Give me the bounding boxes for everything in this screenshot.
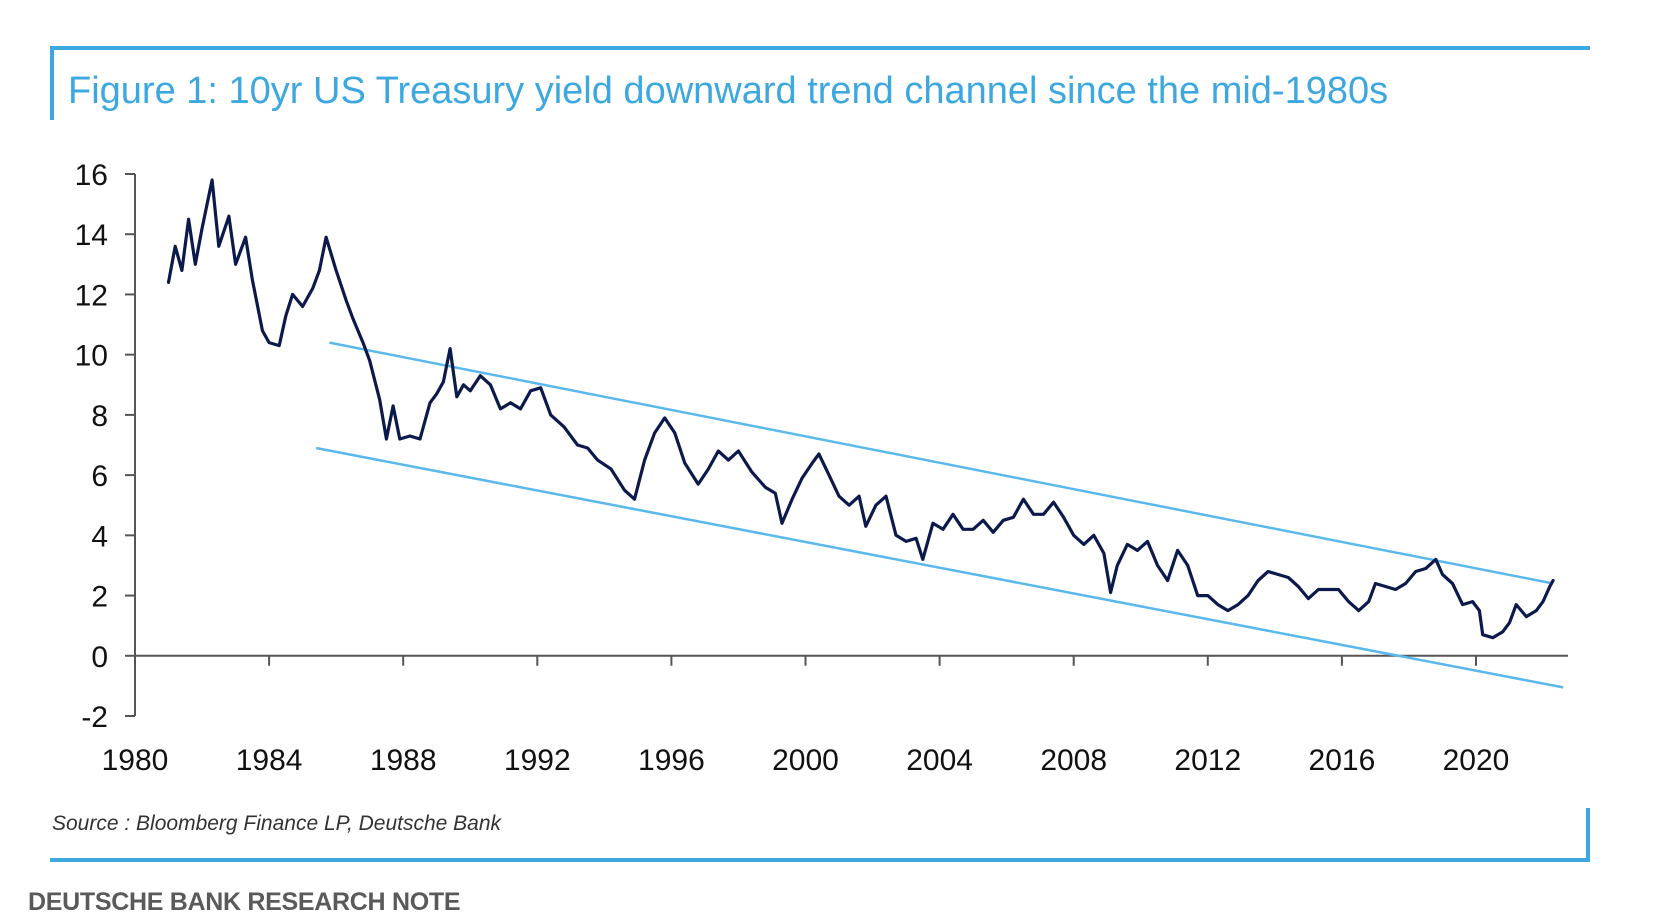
y-tick-label: 4 [91, 520, 108, 553]
y-tick-label: 2 [91, 581, 108, 614]
y-tick-label: 16 [75, 159, 108, 192]
channel-upper-line [329, 341, 1554, 585]
x-tick-label: 1996 [638, 744, 705, 777]
source-note: Source : Bloomberg Finance LP, Deutsche … [52, 812, 502, 835]
figure-frame-left [50, 46, 54, 120]
y-tick-label: 14 [75, 219, 108, 252]
y-tick-label: -2 [81, 701, 108, 734]
x-tick-label: 1980 [102, 744, 169, 777]
y-tick-label: 6 [91, 460, 108, 493]
y-tick-label: 8 [91, 400, 108, 433]
figure-title: Figure 1: 10yr US Treasury yield downwar… [68, 70, 1389, 112]
x-tick-label: 2000 [772, 744, 839, 777]
yield-series-line [166, 178, 1555, 640]
y-tick-label: 10 [75, 340, 108, 373]
x-tick-label: 1984 [236, 744, 303, 777]
x-tick-label: 1988 [370, 744, 437, 777]
y-tick-label: 12 [75, 279, 108, 312]
x-tick-label: 2020 [1443, 744, 1510, 777]
research-note-footer: DEUTSCHE BANK RESEARCH NOTE [28, 888, 461, 916]
y-tick-label: 0 [91, 641, 108, 674]
x-tick-label: 2012 [1174, 744, 1241, 777]
x-tick-label: 2008 [1040, 744, 1107, 777]
figure-frame-bottom [50, 858, 1590, 862]
channel-lower-line [315, 446, 1564, 689]
x-tick-label: 2016 [1309, 744, 1376, 777]
figure-frame-top [50, 46, 1590, 50]
x-tick-label: 1992 [504, 744, 571, 777]
x-tick-label: 2004 [906, 744, 973, 777]
figure-frame-right [1586, 808, 1590, 862]
